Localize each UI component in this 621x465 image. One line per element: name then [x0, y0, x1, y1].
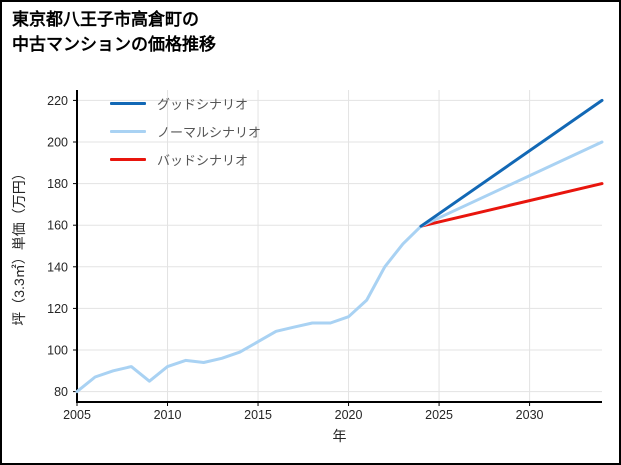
chart-title: 東京都八王子市高倉町の 中古マンションの価格推移	[12, 8, 216, 57]
svg-text:100: 100	[47, 344, 68, 358]
svg-text:年: 年	[333, 428, 347, 444]
legend-label-bad-scenario: バッドシナリオ	[157, 152, 249, 168]
svg-text:220: 220	[47, 94, 68, 108]
good-scenario-line-swatch	[110, 101, 146, 105]
svg-text:160: 160	[47, 219, 68, 233]
chart-legend: グッドシナリオ ノーマルシナリオ バッドシナリオ	[110, 89, 261, 173]
svg-text:180: 180	[47, 177, 68, 191]
legend-label-normal-scenario: ノーマルシナリオ	[157, 124, 262, 140]
svg-text:2010: 2010	[154, 408, 182, 422]
normal-scenario-line-swatch	[110, 129, 146, 133]
chart-title-line2: 中古マンションの価格推移	[12, 34, 216, 54]
svg-text:200: 200	[47, 136, 68, 150]
svg-text:80: 80	[54, 385, 68, 399]
legend-item-normal-scenario: ノーマルシナリオ	[110, 117, 261, 145]
svg-text:2025: 2025	[425, 408, 453, 422]
svg-text:2005: 2005	[63, 408, 91, 422]
legend-label-good-scenario: グッドシナリオ	[157, 96, 249, 112]
svg-text:140: 140	[47, 260, 68, 274]
svg-text:2020: 2020	[335, 408, 363, 422]
chart-title-line1: 東京都八王子市高倉町の	[12, 10, 199, 29]
legend-item-good-scenario: グッドシナリオ	[110, 89, 261, 117]
svg-text:2030: 2030	[516, 408, 544, 422]
svg-text:坪（3.3㎡）単価（万円）: 坪（3.3㎡）単価（万円）	[11, 166, 27, 325]
svg-text:2015: 2015	[244, 408, 272, 422]
legend-item-bad-scenario: バッドシナリオ	[110, 145, 261, 173]
svg-text:120: 120	[47, 302, 68, 316]
bad-scenario-line-swatch	[110, 157, 146, 161]
